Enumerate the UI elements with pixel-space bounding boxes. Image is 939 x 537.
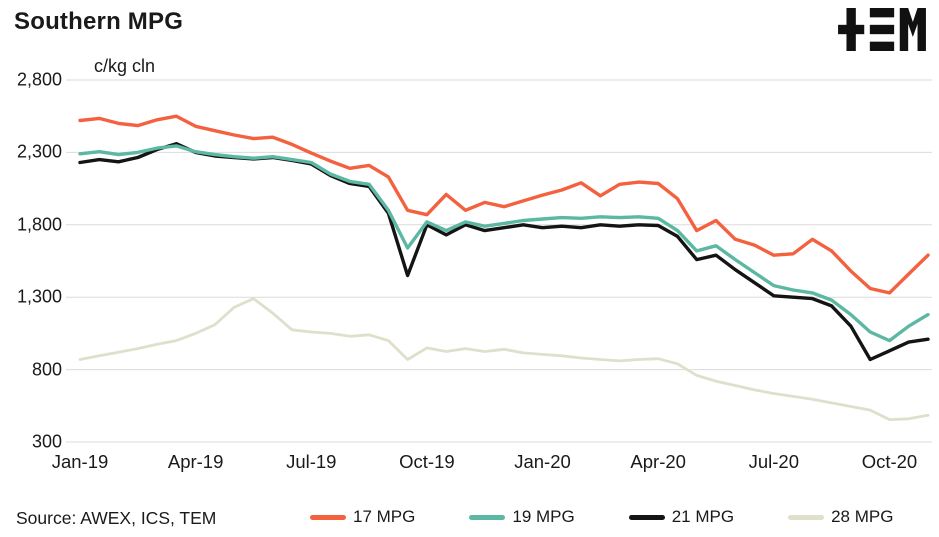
legend-label-28-mpg: 28 MPG (831, 507, 894, 526)
legend-item-19-mpg: 19 MPG (469, 507, 575, 527)
y-axis-unit-label: c/kg cln (94, 56, 156, 76)
legend-label-17-mpg: 17 MPG (353, 507, 416, 526)
legend-swatch-21-mpg (628, 514, 665, 520)
legend-item-21-mpg: 21 MPG (628, 507, 735, 527)
x-tick-label-oct-19: Oct-19 (399, 451, 455, 472)
y-tick-label-2300: 2,300 (16, 141, 62, 162)
legend-label-19-mpg: 19 MPG (512, 507, 575, 526)
chart-title: Southern MPG (14, 8, 184, 35)
y-tick-label-300: 300 (31, 431, 62, 452)
x-tick-label-apr-19: Apr-19 (167, 451, 224, 472)
legend-swatch-17-mpg (310, 514, 346, 520)
x-tick-label-jul-19: Jul-19 (286, 451, 337, 472)
legend-swatch-28-mpg (788, 514, 825, 520)
y-tick-label-1800: 1,800 (16, 214, 62, 235)
y-tick-label-800: 800 (31, 359, 62, 380)
x-tick-label-apr-20: Apr-20 (630, 451, 686, 472)
legend-swatch-19-mpg (469, 514, 506, 520)
x-tick-label-jan-19: Jan-19 (51, 451, 109, 472)
y-tick-label-2800: 2,800 (16, 69, 62, 90)
tem-logo-mark (838, 8, 926, 51)
series-line-28-mpg (78, 297, 930, 422)
x-tick-label-jul-20: Jul-20 (748, 451, 799, 472)
source-note: Source: AWEX, ICS, TEM (16, 508, 217, 528)
x-tick-label-jan-20: Jan-20 (514, 451, 571, 472)
legend-label-21-mpg: 21 MPG (671, 507, 735, 526)
series-line-19-mpg (78, 144, 930, 343)
y-tick-label-1300: 1,300 (16, 286, 62, 307)
legend-item-17-mpg: 17 MPG (310, 507, 415, 527)
tem-logo (838, 8, 926, 51)
x-tick-label-oct-20: Oct-20 (861, 451, 918, 472)
series-line-17-mpg (78, 114, 930, 295)
legend: 17 MPG 19 MPG 21 MPG 28 MPG (310, 507, 893, 527)
legend-item-28-mpg: 28 MPG (788, 507, 893, 527)
